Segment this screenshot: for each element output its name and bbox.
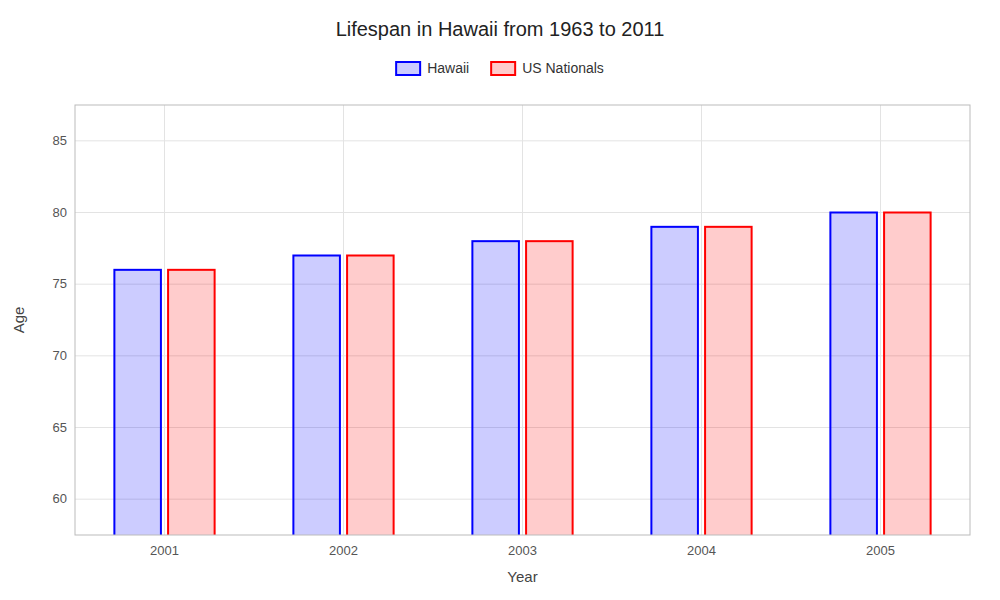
bar	[114, 270, 161, 535]
legend-swatch	[491, 62, 515, 75]
legend-label: US Nationals	[522, 60, 604, 76]
plot-frame	[75, 105, 970, 535]
legend-item: US Nationals	[491, 60, 604, 76]
y-tick-label: 65	[53, 420, 67, 435]
x-tick-label: 2005	[866, 543, 895, 558]
bar	[884, 213, 931, 536]
bar	[293, 256, 340, 536]
bar	[347, 256, 394, 536]
y-tick-label: 85	[53, 133, 67, 148]
x-tick-label: 2004	[687, 543, 716, 558]
chart-svg: Lifespan in Hawaii from 1963 to 2011 60 65…	[0, 0, 1000, 600]
bar	[472, 241, 519, 535]
bar	[830, 213, 877, 536]
y-tick-label: 80	[53, 205, 67, 220]
legend-item: Hawaii	[396, 60, 469, 76]
y-axis-label: Age	[10, 307, 27, 334]
x-axis-label: Year	[507, 568, 537, 585]
y-axis: 60 65 70 75 80 85	[53, 133, 67, 506]
x-grid-line	[701, 105, 702, 535]
legend-swatch	[396, 62, 420, 75]
y-tick-label: 70	[53, 348, 67, 363]
y-tick-label: 60	[53, 491, 67, 506]
x-grid-line	[164, 105, 165, 535]
x-grid-line	[522, 105, 523, 535]
x-grid-line	[880, 105, 881, 535]
bars	[114, 213, 930, 536]
y-tick-label: 75	[53, 276, 67, 291]
bar	[526, 241, 573, 535]
x-tick-label: 2002	[329, 543, 358, 558]
x-tick-label: 2001	[150, 543, 179, 558]
x-tick-label: 2003	[508, 543, 537, 558]
x-axis: 2001 2002 2003 2004 2005	[150, 543, 895, 558]
bar	[705, 227, 752, 535]
legend: Hawaii US Nationals	[396, 60, 604, 76]
bar	[168, 270, 215, 535]
x-grid-line	[343, 105, 344, 535]
legend-label: Hawaii	[427, 60, 469, 76]
bar	[651, 227, 698, 535]
chart-title: Lifespan in Hawaii from 1963 to 2011	[336, 18, 665, 40]
chart-container: Lifespan in Hawaii from 1963 to 2011 60 65…	[0, 0, 1000, 600]
background	[0, 0, 1000, 600]
